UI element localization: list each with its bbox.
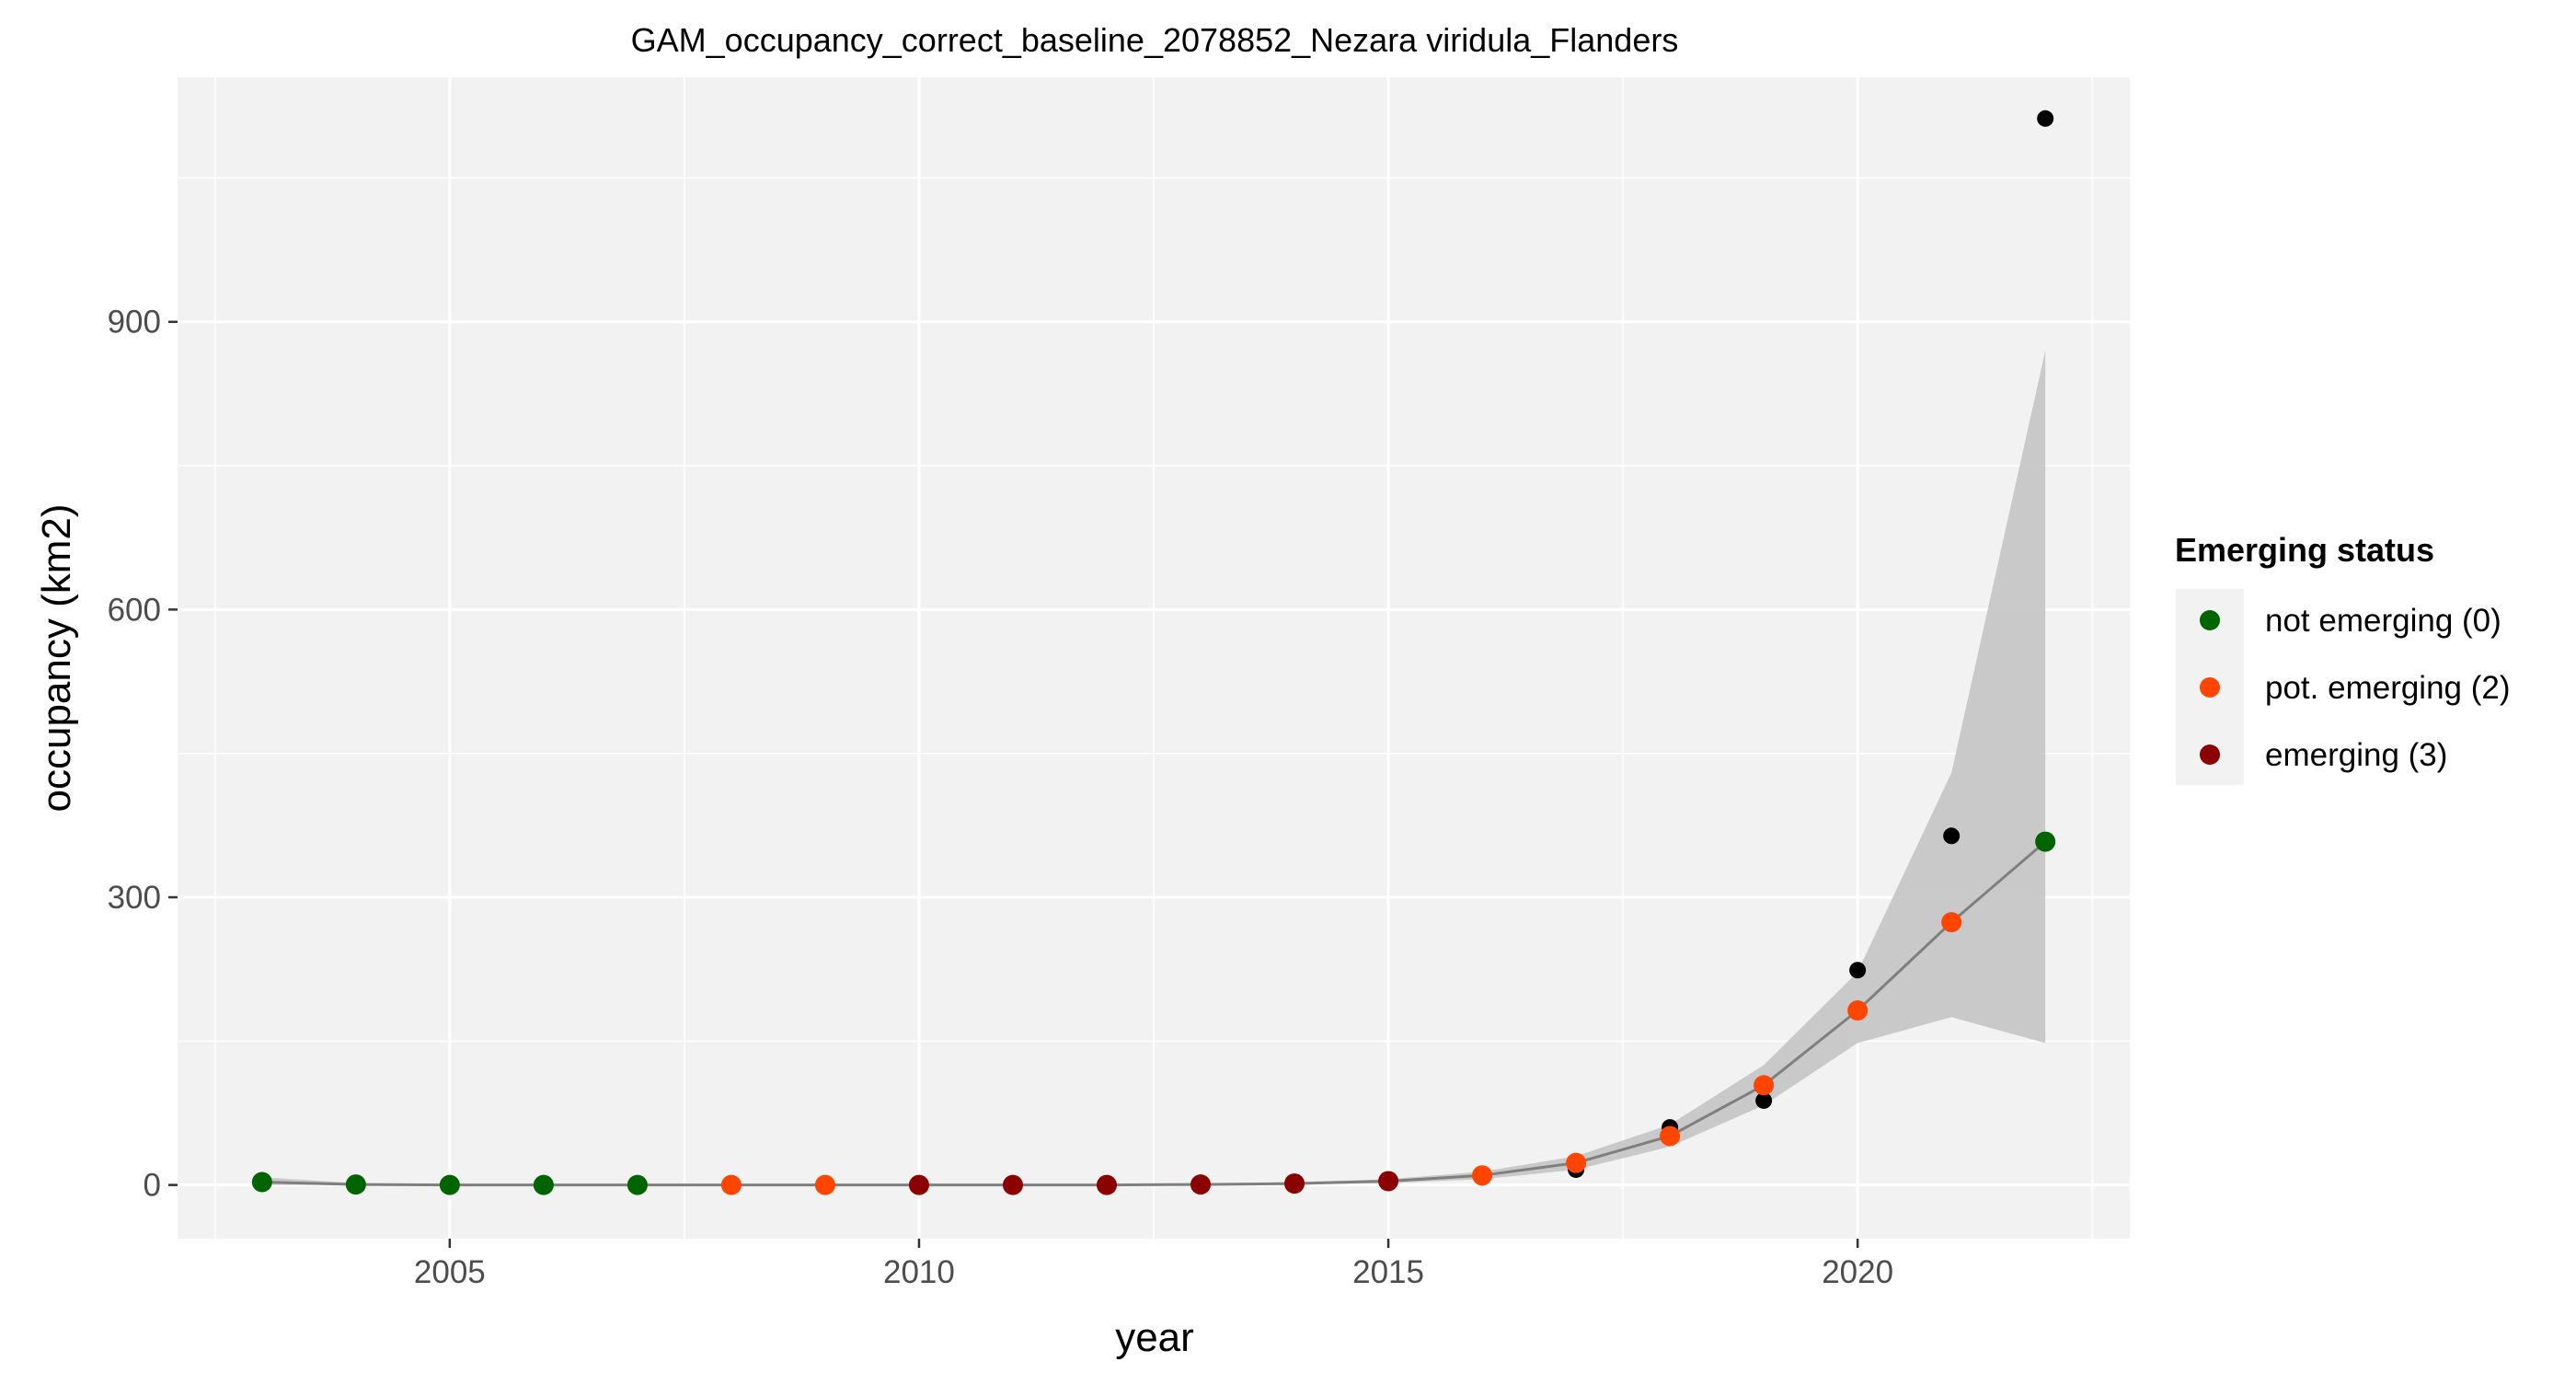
fitted-point (1660, 1125, 1681, 1147)
y-axis-label: occupancy (km2) (34, 503, 79, 812)
fitted-points-layer (251, 831, 2056, 1195)
legend-entries: not emerging (0) pot. emerging (2) emergin… (2200, 603, 2511, 773)
y-axis: 0 300 600 900 (108, 305, 178, 1204)
observed-point (1755, 1091, 1773, 1109)
legend-key (2200, 744, 2220, 765)
legend: Emerging status not emerging (0) pot. eme… (2175, 531, 2511, 785)
x-tick-label: 2010 (883, 1254, 955, 1290)
fitted-point (720, 1174, 742, 1195)
fitted-point (251, 1171, 272, 1193)
x-axis-label: year (1115, 1315, 1194, 1360)
fitted-point (1002, 1174, 1023, 1195)
fitted-point (1847, 999, 1869, 1021)
legend-label: not emerging (0) (2265, 603, 2501, 639)
legend-label: emerging (3) (2265, 737, 2447, 773)
y-tick-label: 900 (108, 305, 161, 340)
fitted-line (261, 840, 2047, 1187)
x-tick-label: 2015 (1352, 1254, 1424, 1290)
fitted-point (1378, 1171, 1399, 1192)
fitted-point (1472, 1165, 1493, 1186)
fitted-point (1566, 1152, 1587, 1173)
y-tick-label: 600 (108, 592, 161, 628)
observed-point (2037, 110, 2054, 127)
fitted-point (1941, 912, 1962, 933)
fitted-point (439, 1174, 460, 1195)
y-tick-label: 300 (108, 880, 161, 916)
x-axis: 2005 2010 2015 2020 (414, 1239, 1893, 1290)
legend-title: Emerging status (2175, 531, 2434, 569)
fitted-line-layer (261, 840, 2047, 1187)
fitted-point (2035, 831, 2056, 852)
fitted-point (627, 1174, 648, 1195)
legend-key (2200, 677, 2220, 698)
observed-point (1943, 827, 1961, 845)
fitted-point (1096, 1174, 1117, 1195)
fitted-point (814, 1174, 835, 1195)
chart-title: GAM_occupancy_correct_baseline_2078852_N… (631, 21, 1679, 59)
legend-key (2200, 610, 2220, 630)
fitted-point (908, 1174, 929, 1195)
y-tick-label: 0 (144, 1168, 161, 1204)
x-tick-label: 2005 (414, 1254, 486, 1290)
observed-point (1849, 962, 1867, 979)
legend-label: pot. emerging (2) (2265, 670, 2511, 706)
fitted-point (345, 1174, 366, 1195)
fitted-point (1284, 1173, 1305, 1195)
x-tick-label: 2020 (1822, 1254, 1893, 1290)
fitted-point (1190, 1174, 1212, 1195)
fitted-point (1754, 1075, 1775, 1096)
fitted-point (533, 1174, 554, 1195)
